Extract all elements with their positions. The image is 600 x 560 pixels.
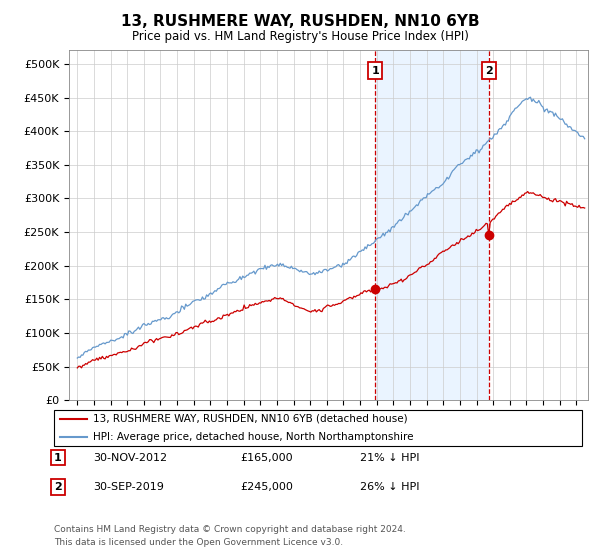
Text: 26% ↓ HPI: 26% ↓ HPI bbox=[360, 482, 419, 492]
Text: £165,000: £165,000 bbox=[240, 452, 293, 463]
Text: Contains HM Land Registry data © Crown copyright and database right 2024.
This d: Contains HM Land Registry data © Crown c… bbox=[54, 525, 406, 547]
Text: 2: 2 bbox=[54, 482, 62, 492]
Text: 13, RUSHMERE WAY, RUSHDEN, NN10 6YB: 13, RUSHMERE WAY, RUSHDEN, NN10 6YB bbox=[121, 14, 479, 29]
Bar bbox=[376, 50, 489, 400]
Text: Price paid vs. HM Land Registry's House Price Index (HPI): Price paid vs. HM Land Registry's House … bbox=[131, 30, 469, 43]
Text: 1: 1 bbox=[54, 452, 62, 463]
Text: 30-SEP-2019: 30-SEP-2019 bbox=[93, 482, 164, 492]
Text: 30-NOV-2012: 30-NOV-2012 bbox=[93, 452, 167, 463]
Text: 21% ↓ HPI: 21% ↓ HPI bbox=[360, 452, 419, 463]
Text: 1: 1 bbox=[371, 66, 379, 76]
Text: £245,000: £245,000 bbox=[240, 482, 293, 492]
Text: HPI: Average price, detached house, North Northamptonshire: HPI: Average price, detached house, Nort… bbox=[93, 432, 413, 442]
Text: 2: 2 bbox=[485, 66, 493, 76]
Text: 13, RUSHMERE WAY, RUSHDEN, NN10 6YB (detached house): 13, RUSHMERE WAY, RUSHDEN, NN10 6YB (det… bbox=[93, 414, 407, 424]
